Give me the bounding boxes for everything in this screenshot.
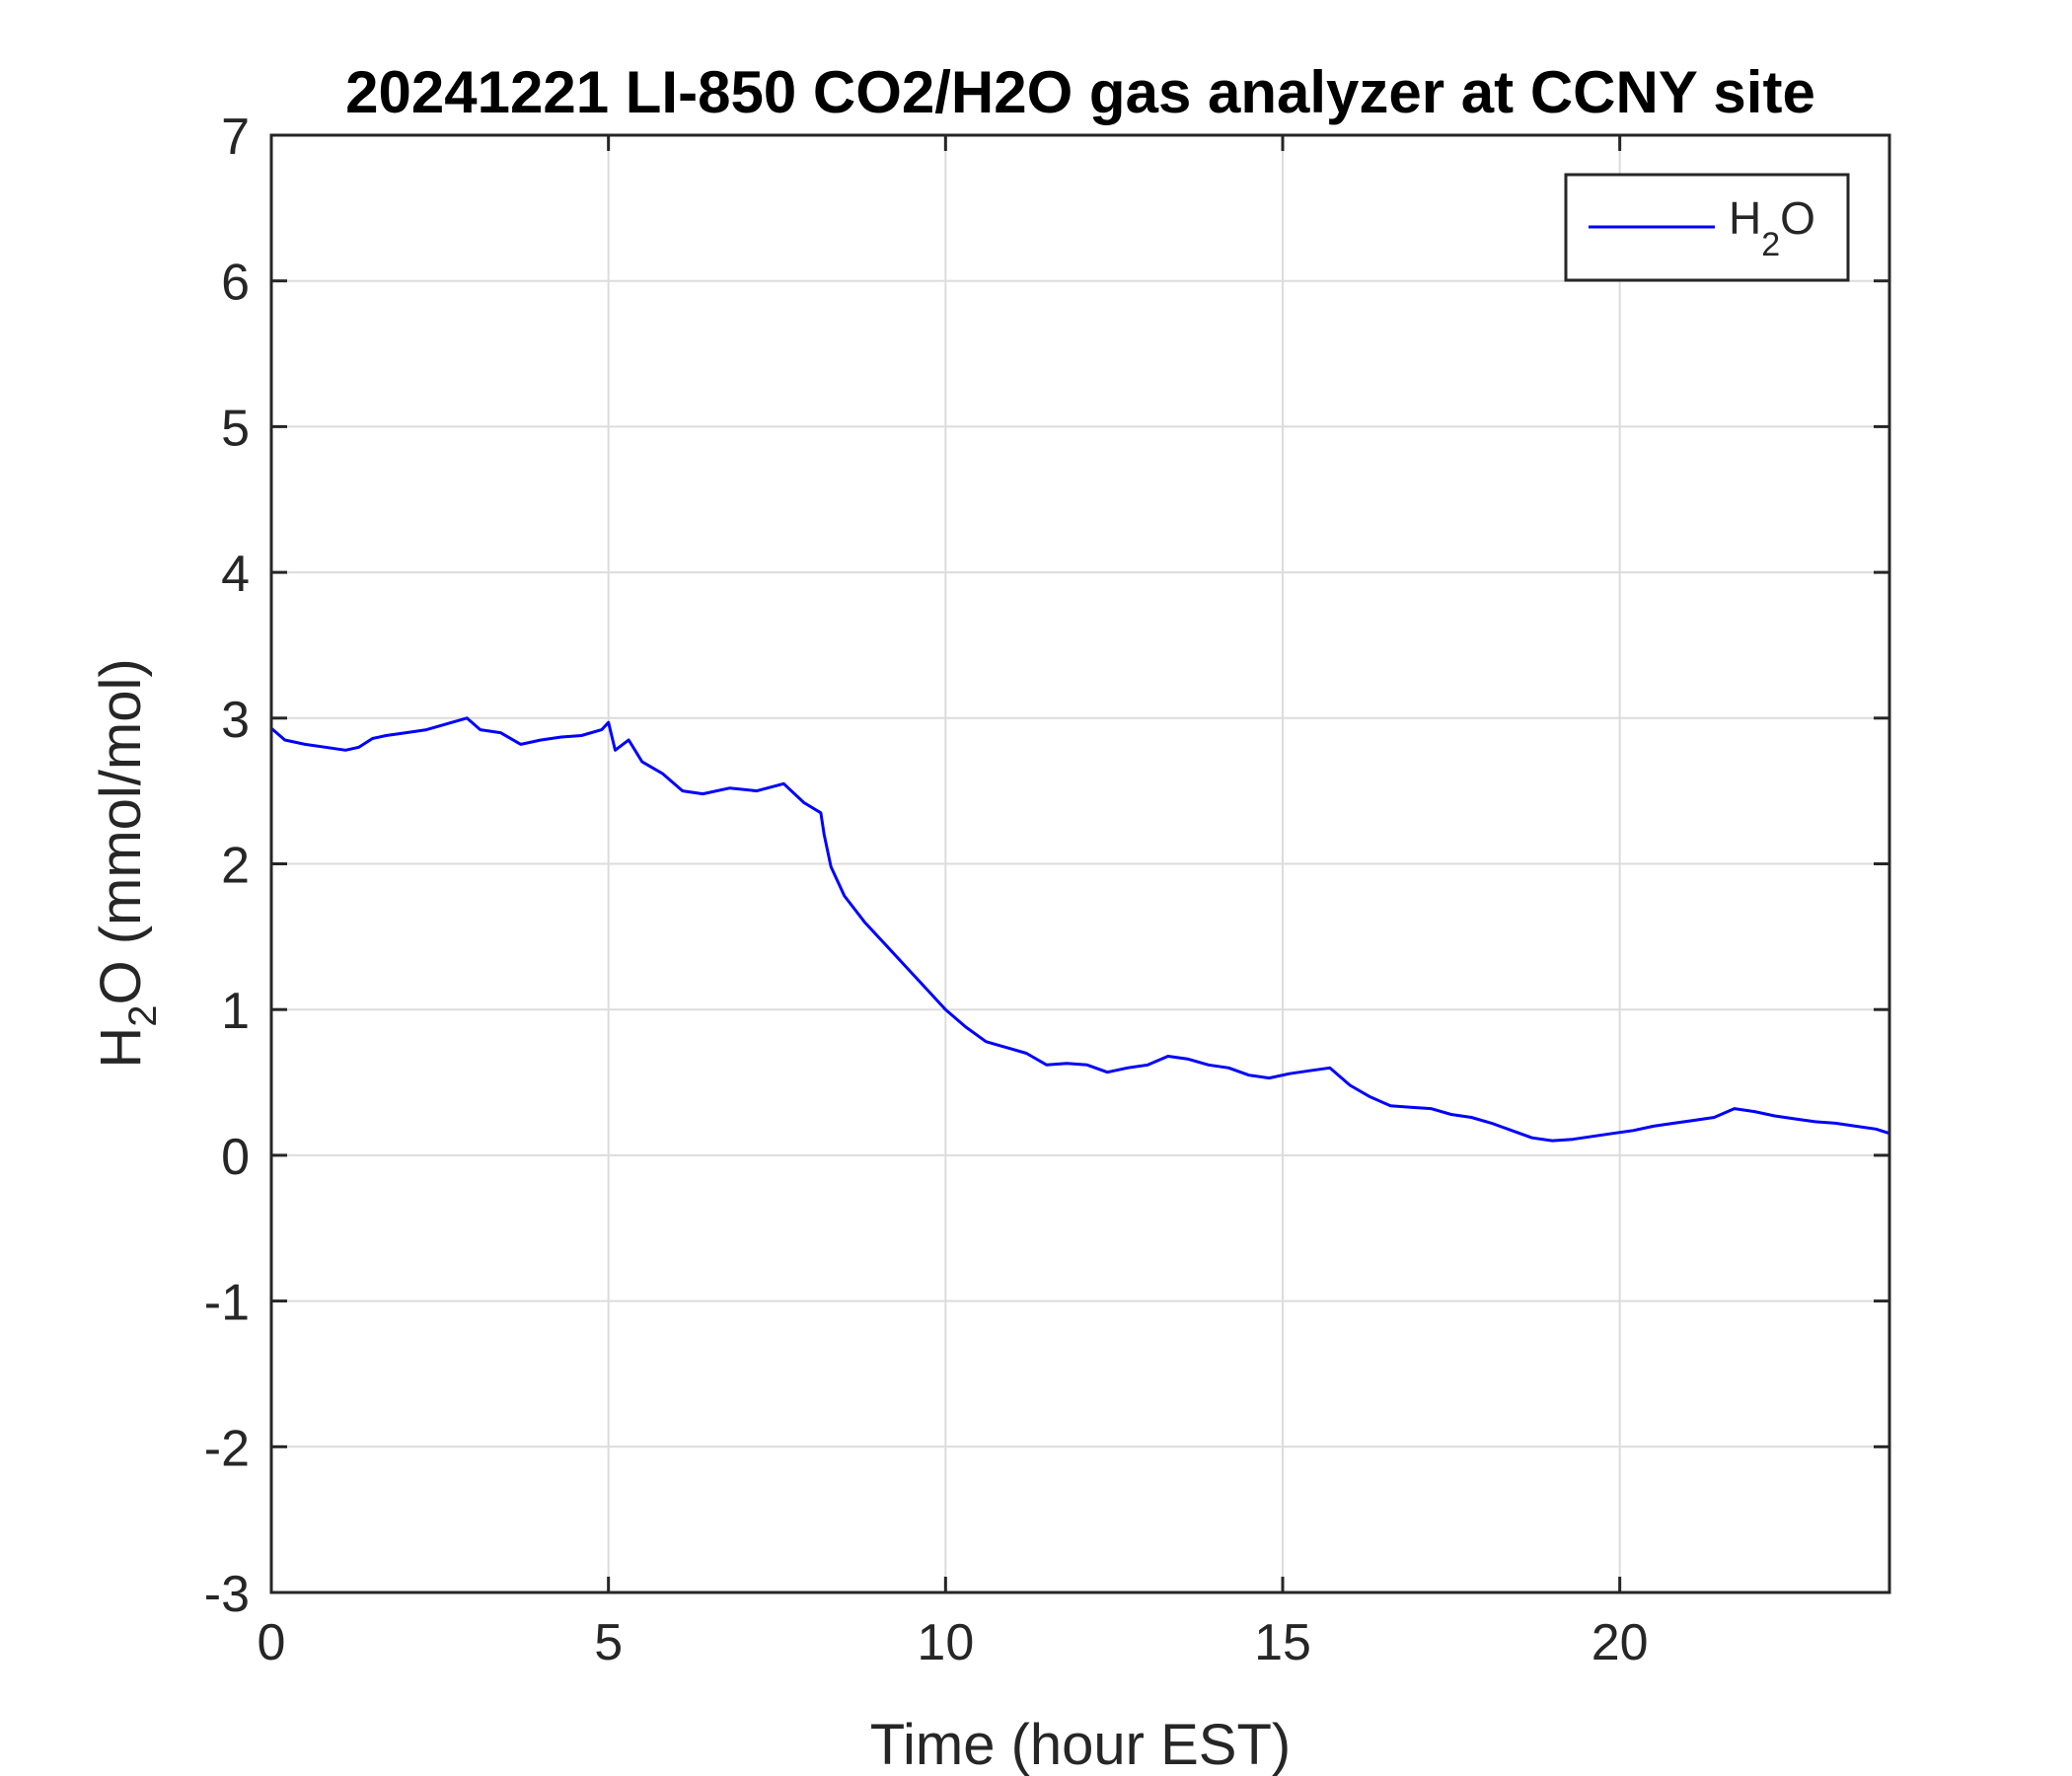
y-tick-label: -2: [204, 1420, 250, 1477]
y-tick-label: 5: [221, 400, 250, 457]
h2o-series-line: [270, 716, 1890, 1143]
x-axis-label: Time (hour EST): [870, 1713, 1291, 1776]
series-layer: [270, 716, 1890, 1143]
y-tick-label: -1: [204, 1275, 250, 1332]
x-tick-label: 5: [594, 1614, 623, 1671]
legend-label-main: H: [1729, 192, 1761, 244]
x-tick-label: 15: [1254, 1614, 1311, 1671]
y-tick-label: 7: [221, 109, 250, 166]
tick-marks: [269, 133, 1889, 1594]
legend-label-sub: 2: [1761, 226, 1780, 263]
y-tick-label: 3: [221, 692, 250, 749]
y-tick-label: 1: [221, 983, 250, 1040]
y-axis-label-sub: 2: [121, 1005, 165, 1027]
x-tick-label: 20: [1591, 1614, 1649, 1671]
y-axis-label: H2O (mmol/mol): [89, 658, 165, 1068]
x-tick-label: 0: [258, 1614, 286, 1671]
legend-label-rest: O: [1780, 192, 1815, 244]
y-tick-label: 4: [221, 546, 250, 603]
legend: H2O: [1564, 173, 1850, 282]
y-tick-label: 2: [221, 838, 250, 895]
y-tick-label: 0: [221, 1129, 250, 1186]
x-tick-label: 10: [917, 1614, 974, 1671]
y-tick-label: -3: [204, 1566, 250, 1623]
y-tick-label: 6: [221, 255, 250, 312]
legend-label: H2O: [1729, 192, 1815, 263]
chart-title: 20241221 LI-850 CO2/H2O gas analyzer at …: [345, 59, 1815, 125]
y-axis-label-rest: O (mmol/mol): [89, 658, 153, 1004]
y-axis-label-main: H: [89, 1027, 153, 1069]
tick-labels: 0 5 10 15 20 -3 -2 -1 0 1 2 3 4 5 6 7: [204, 109, 1649, 1671]
grid-lines: [270, 134, 1889, 1593]
